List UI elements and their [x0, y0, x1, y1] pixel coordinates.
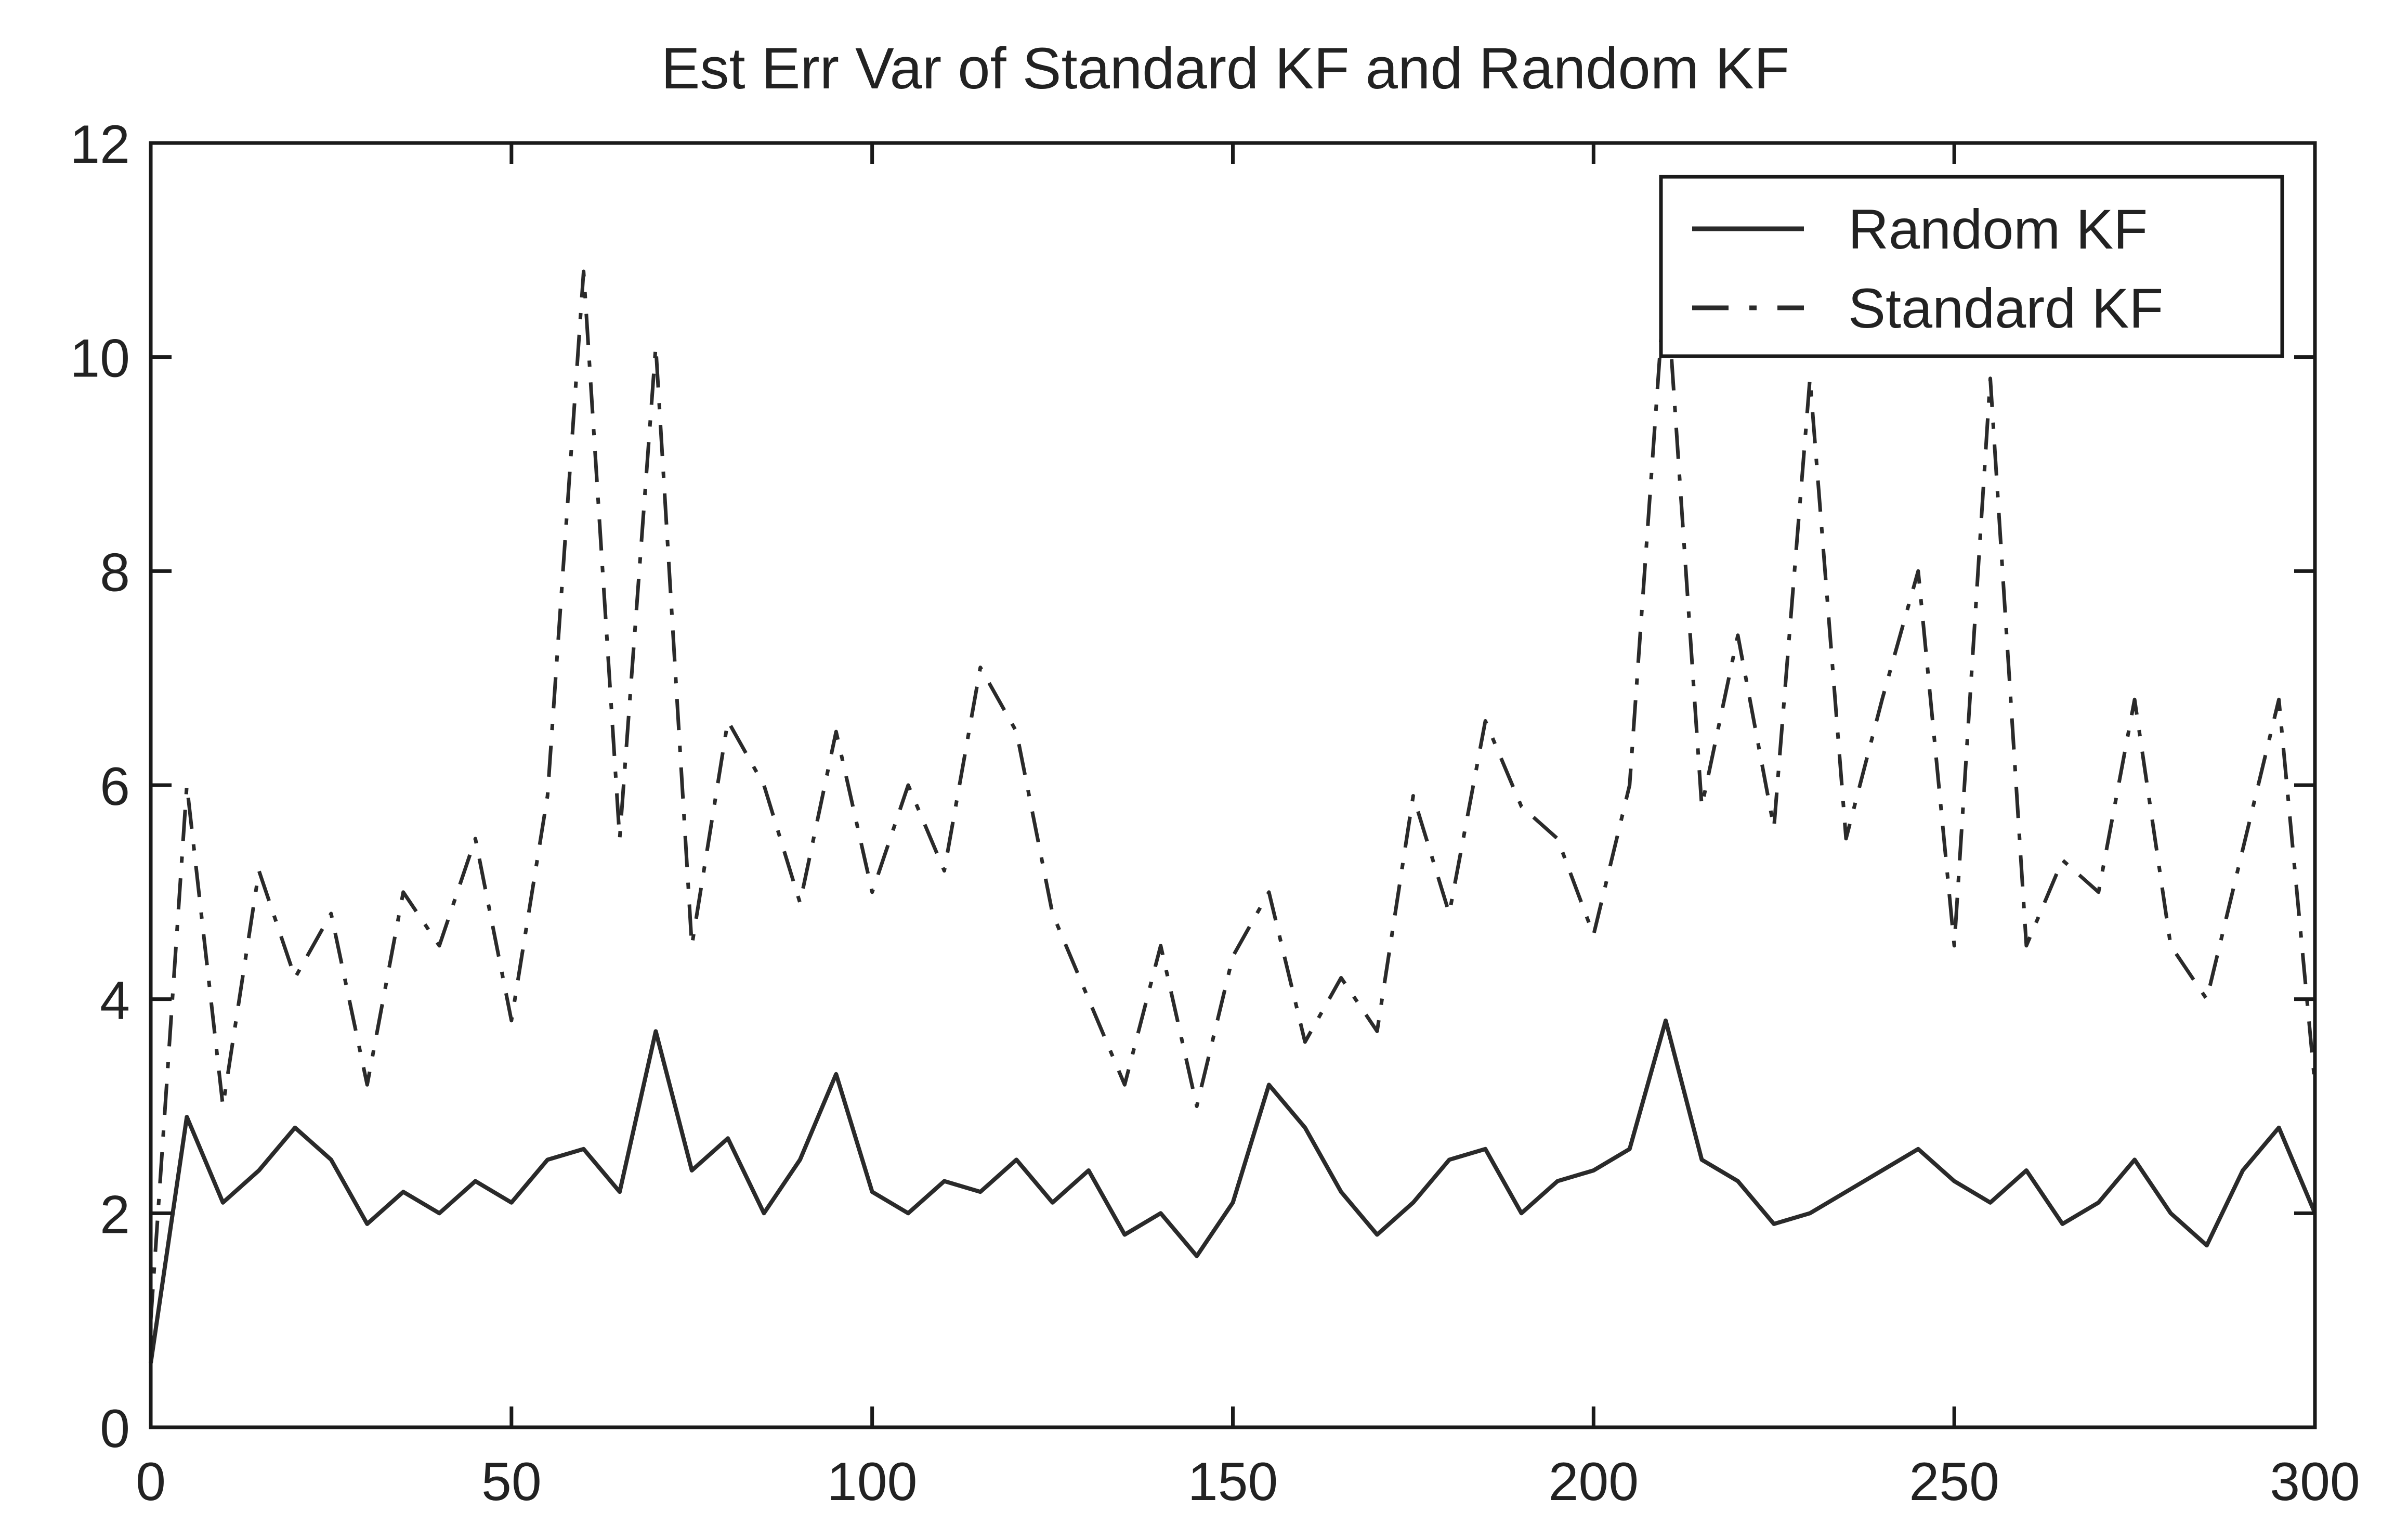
series-line-random-kf	[149, 1018, 2317, 1364]
y-tick-label: 12	[70, 114, 130, 175]
x-tick-label: 300	[2270, 1452, 2360, 1512]
legend-label-random-kf: Random KF	[1848, 198, 2148, 260]
y-tick-label: 6	[100, 757, 130, 817]
series-line-standard-kf	[149, 269, 2317, 1321]
y-tick-label: 0	[100, 1399, 130, 1459]
x-tick-label: 250	[1909, 1452, 1999, 1512]
plot-lines	[149, 269, 2317, 1364]
y-tick-label: 2	[100, 1184, 130, 1245]
legend-box	[1659, 175, 2284, 358]
legend: Random KF Standard KF	[1659, 175, 2284, 358]
y-tick-label: 4	[100, 971, 130, 1031]
x-tick-label: 100	[827, 1452, 918, 1512]
x-tick-label: 50	[481, 1452, 542, 1512]
y-axis: 0 2 4 6 8 10 12	[70, 114, 2315, 1459]
x-tick-label: 0	[136, 1452, 166, 1512]
x-tick-label: 150	[1188, 1452, 1278, 1512]
x-axis: 0 50 100 150 200 250 300	[136, 143, 2360, 1512]
legend-label-standard-kf: Standard KF	[1848, 277, 2163, 340]
chart-title: Est Err Var of Standard KF and Random KF	[661, 36, 1789, 101]
y-tick-label: 10	[70, 329, 130, 389]
y-tick-label: 8	[100, 542, 130, 603]
x-tick-label: 200	[1549, 1452, 1639, 1512]
